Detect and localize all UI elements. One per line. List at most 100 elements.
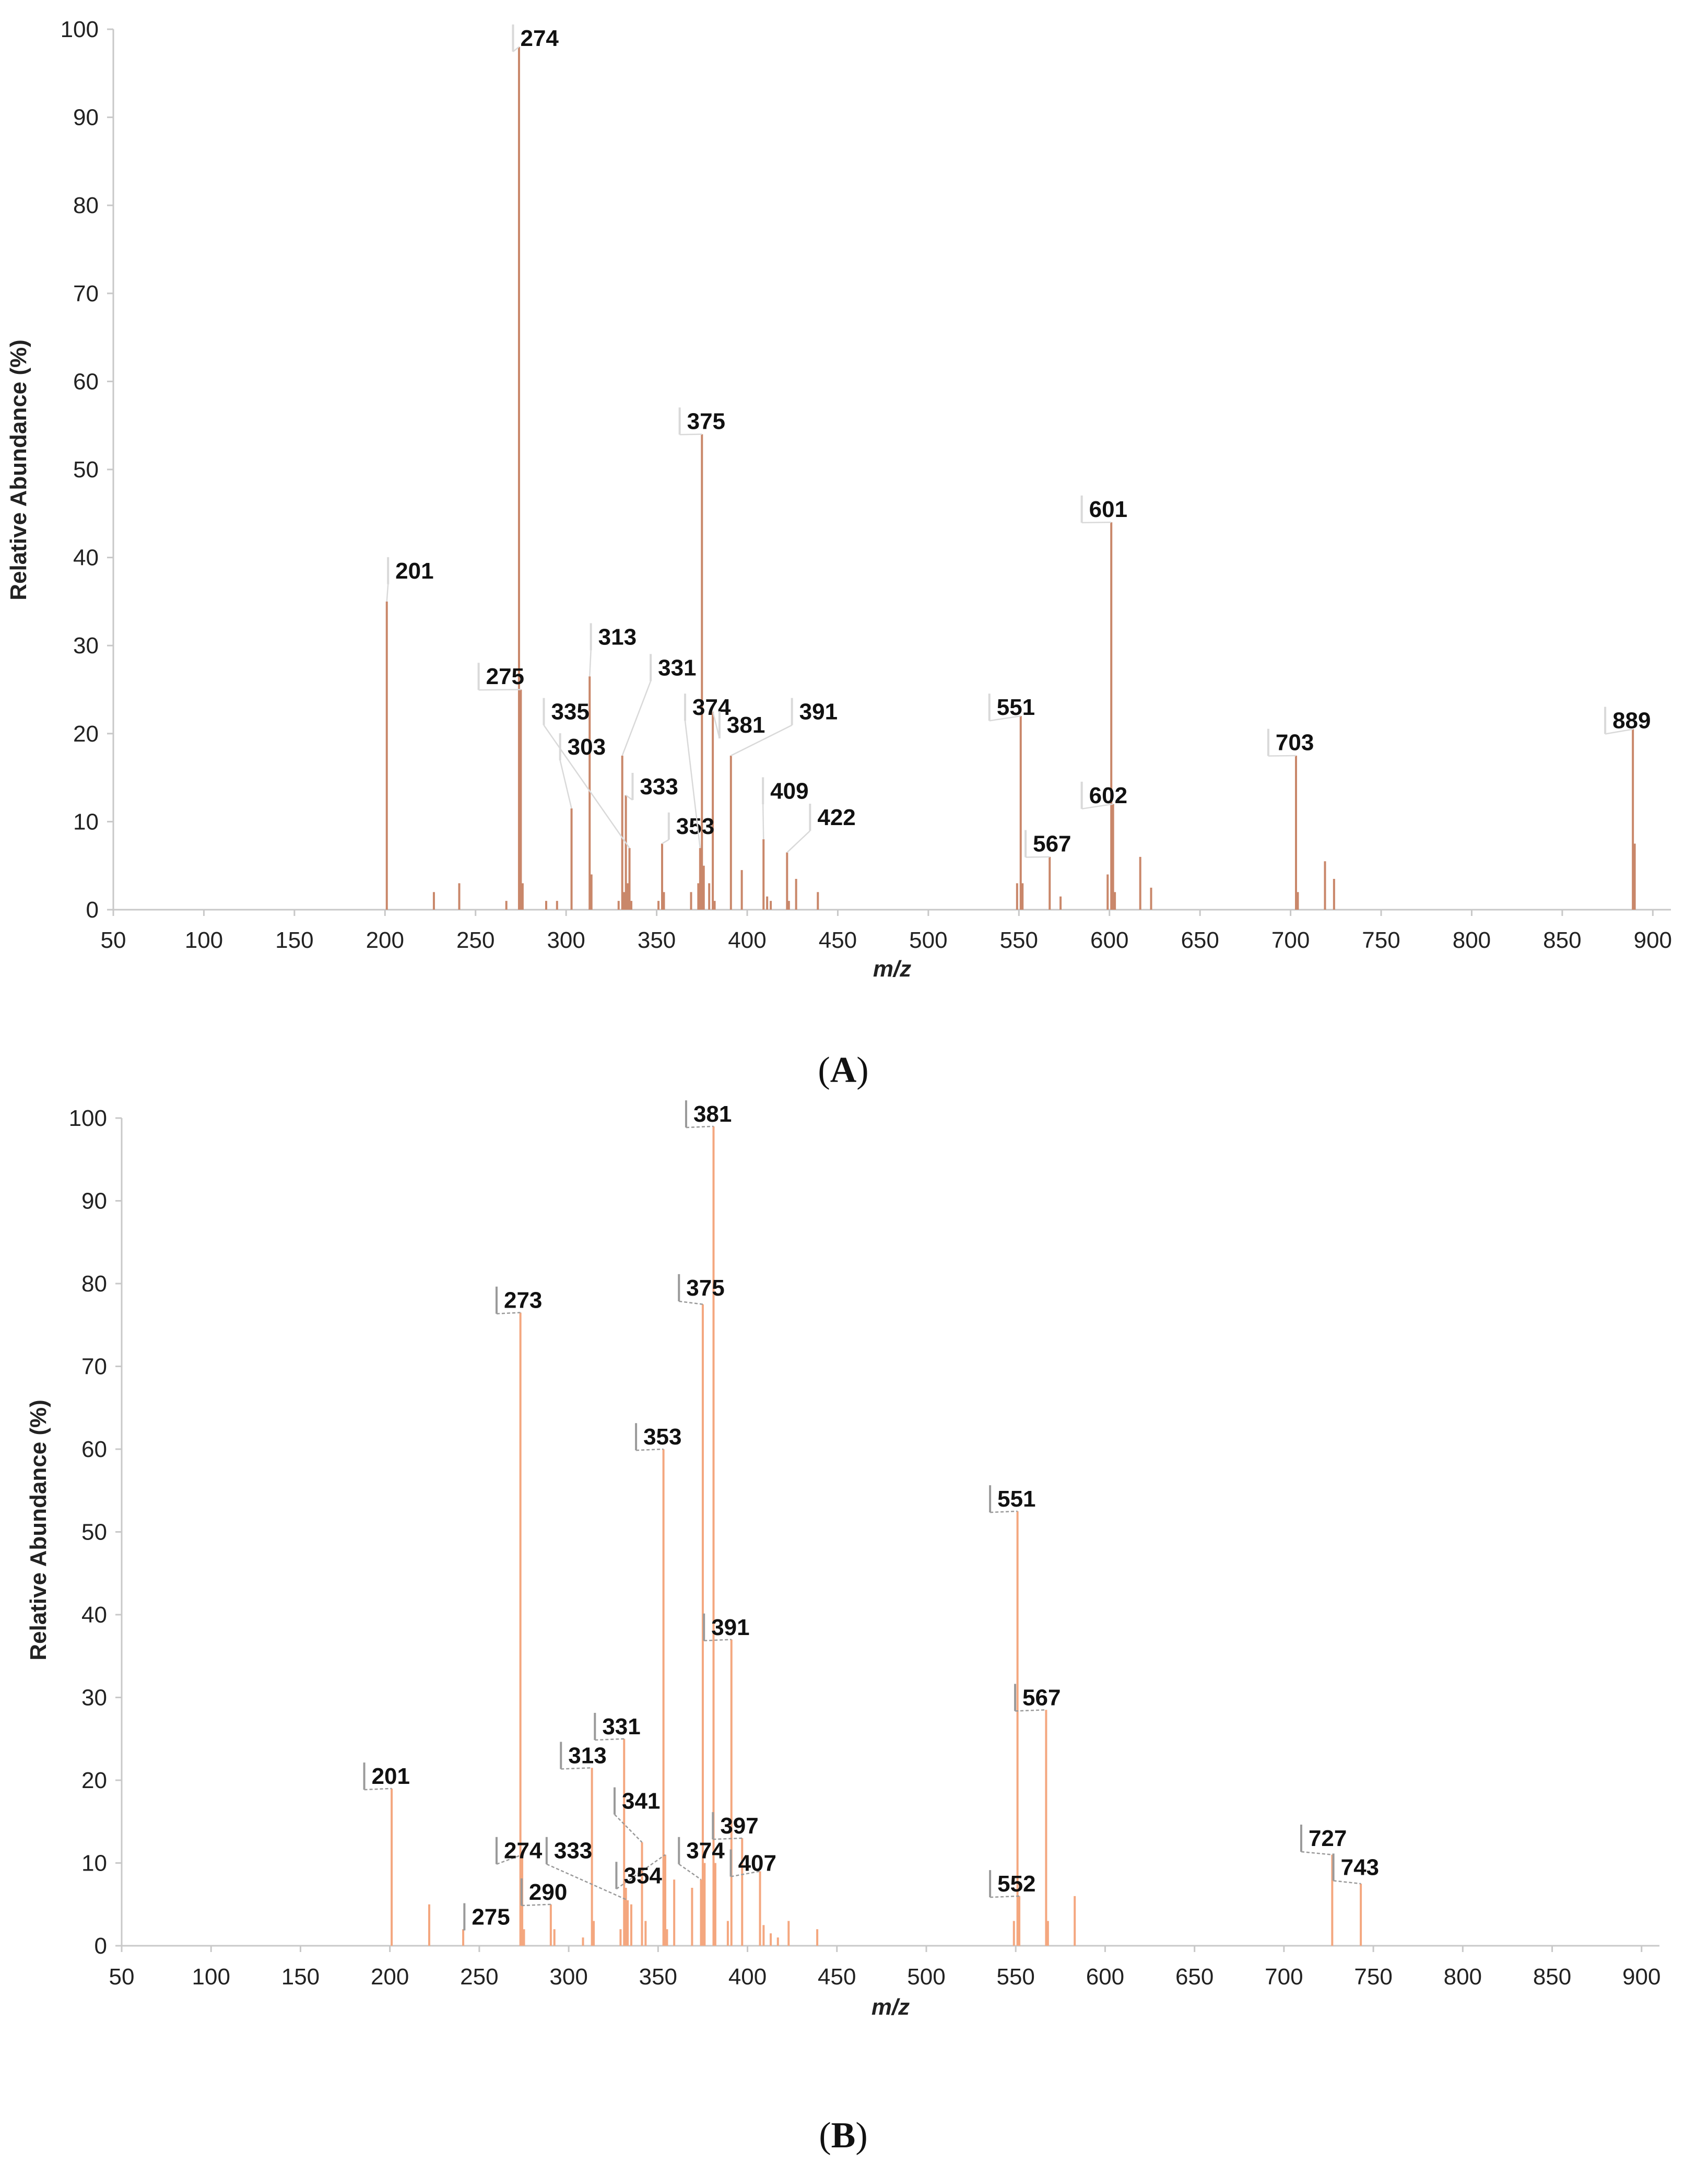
chart-a-x-tick-label: 100 bbox=[185, 927, 223, 953]
chart-a-x-tick-label: 200 bbox=[366, 927, 404, 953]
chart-b-y-axis-title: Relative Abundance (%) bbox=[26, 1400, 51, 1661]
chart-b-label-leader-333 bbox=[546, 1863, 628, 1901]
chart-a-x-tick-label: 850 bbox=[1543, 927, 1581, 953]
chart-a-label-leader-303 bbox=[559, 760, 572, 809]
chart-a-x-tick-label: 550 bbox=[1000, 927, 1038, 953]
chart-a-y-tick-label: 80 bbox=[73, 193, 99, 218]
chart-b-x-tick-label: 400 bbox=[728, 1964, 767, 1990]
chart-b-x-tick-label: 700 bbox=[1265, 1964, 1303, 1990]
chart-a-peak-label-551: 551 bbox=[997, 695, 1035, 720]
chart-b-label-leader-391 bbox=[704, 1639, 732, 1642]
chart-a-peak-label-422: 422 bbox=[817, 805, 855, 830]
chart-b-peak-label-331: 331 bbox=[602, 1714, 640, 1739]
chart-b-peak-label-353: 353 bbox=[643, 1424, 681, 1450]
chart-a-label-leader-601 bbox=[1081, 521, 1112, 524]
chart-a-peak-label-703: 703 bbox=[1276, 730, 1314, 756]
chart-b-peak-label-290: 290 bbox=[529, 1879, 567, 1905]
chart-a-peak-label-567: 567 bbox=[1033, 831, 1071, 857]
chart-b-label-leader-374 bbox=[678, 1863, 702, 1880]
chart-b-peak-label-273: 273 bbox=[504, 1288, 542, 1313]
chart-b-y-tick-label: 100 bbox=[69, 1106, 107, 1131]
panel-label-b: (B) bbox=[819, 2115, 867, 2156]
chart-b-label-leader-275 bbox=[463, 1929, 465, 1931]
chart-a-peak-label-375: 375 bbox=[687, 408, 725, 434]
chart-a-label-leader-353 bbox=[662, 839, 669, 844]
chart-a-label-leader-313 bbox=[588, 650, 592, 677]
chart-b-label-leader-727 bbox=[1301, 1851, 1333, 1855]
chart-a-x-tick-label: 500 bbox=[909, 927, 947, 953]
chart-b-label-leader-354 bbox=[616, 1854, 666, 1890]
chart-b-x-tick-label: 650 bbox=[1175, 1964, 1214, 1990]
chart-a-label-leader-274 bbox=[512, 46, 520, 52]
chart-b-peak-label-354: 354 bbox=[623, 1863, 662, 1888]
chart-b-x-tick-label: 200 bbox=[371, 1964, 409, 1990]
chart-b-peak-label-381: 381 bbox=[693, 1101, 732, 1127]
chart-a-y-tick-label: 10 bbox=[73, 809, 99, 834]
chart-a-y-tick-label: 50 bbox=[73, 457, 99, 483]
chart-a-label-leader-422 bbox=[786, 830, 811, 853]
chart-a-y-tick-label: 20 bbox=[73, 721, 99, 747]
chart-b-peak-label-727: 727 bbox=[1309, 1826, 1347, 1851]
chart-b-label-leader-743 bbox=[1333, 1880, 1361, 1885]
chart-b-label-leader-341 bbox=[614, 1814, 643, 1843]
chart-b-peak-label-333: 333 bbox=[554, 1838, 592, 1864]
chart-a-label-leader-201 bbox=[386, 584, 389, 602]
chart-a-peak-label-333: 333 bbox=[640, 774, 678, 800]
chart-a-peak-label-353: 353 bbox=[676, 814, 714, 839]
chart-a-peak-label-381: 381 bbox=[727, 712, 765, 738]
chart-a-x-tick-label: 600 bbox=[1090, 927, 1128, 953]
panel-label-a: (A) bbox=[818, 1050, 868, 1090]
chart-a-y-tick-label: 60 bbox=[73, 369, 99, 394]
chart-a-y-tick-label: 40 bbox=[73, 545, 99, 571]
chart-b-x-tick-label: 150 bbox=[281, 1964, 320, 1990]
chart-a-spectrum: 0 10 20 30 40 50 60 70 80 90 100 50 100 150 200 250 300 3… bbox=[6, 17, 1672, 982]
chart-a-x-axis-title: m/z bbox=[873, 956, 911, 982]
chart-b-x-tick-label: 450 bbox=[818, 1964, 856, 1990]
chart-a-label-leader-602 bbox=[1081, 803, 1113, 810]
chart-a-x-tick-label: 450 bbox=[819, 927, 857, 953]
chart-b-x-tick-label: 850 bbox=[1533, 1964, 1571, 1990]
chart-b-y-tick-label: 40 bbox=[81, 1602, 107, 1628]
chart-b-peak-label-313: 313 bbox=[568, 1743, 606, 1768]
chart-b-y-tick-label: 20 bbox=[81, 1768, 107, 1793]
chart-b-peak-label-397: 397 bbox=[720, 1813, 758, 1839]
chart-a-x-tick-label: 400 bbox=[728, 927, 766, 953]
chart-a-x-tick-label: 150 bbox=[275, 927, 313, 953]
chart-b-x-tick-label: 350 bbox=[639, 1964, 677, 1990]
chart-a-peak-label-409: 409 bbox=[770, 778, 808, 804]
chart-b-y-tick-label: 10 bbox=[81, 1851, 107, 1876]
chart-a-y-axis-title: Relative Abundance (%) bbox=[6, 339, 31, 601]
chart-a-label-leader-551 bbox=[989, 715, 1021, 722]
chart-a-label-leader-375 bbox=[679, 433, 702, 436]
panel-letter-a: A bbox=[830, 1050, 857, 1090]
chart-a-x-tick-label: 700 bbox=[1271, 927, 1310, 953]
chart-b-peak-label-275: 275 bbox=[472, 1905, 510, 1930]
chart-a-peak-label-391: 391 bbox=[799, 699, 838, 725]
chart-b-peak-label-274: 274 bbox=[504, 1838, 543, 1864]
chart-a-y-tick-label: 0 bbox=[86, 897, 99, 923]
chart-b-x-tick-label: 50 bbox=[109, 1964, 135, 1990]
chart-b-peak-label-552: 552 bbox=[997, 1871, 1035, 1897]
chart-a-x-tick-label: 800 bbox=[1453, 927, 1491, 953]
chart-b-y-tick-label: 60 bbox=[81, 1437, 107, 1462]
chart-b-x-tick-label: 550 bbox=[996, 1964, 1034, 1990]
chart-a-x-tick-label: 350 bbox=[638, 927, 676, 953]
chart-a-peak-label-374: 374 bbox=[692, 695, 731, 720]
chart-a-peak-label-335: 335 bbox=[551, 699, 589, 725]
chart-a-label-leader-889 bbox=[1605, 728, 1633, 735]
chart-a-x-tick-label: 250 bbox=[456, 927, 494, 953]
chart-a-x-tick-label: 50 bbox=[101, 927, 126, 953]
chart-b-peak-label-341: 341 bbox=[622, 1789, 660, 1814]
panel-letter-b: B bbox=[831, 2115, 856, 2156]
chart-a-x-tick-label: 900 bbox=[1634, 927, 1672, 953]
chart-a-peak-label-275: 275 bbox=[486, 664, 524, 689]
chart-b-x-tick-label: 750 bbox=[1354, 1964, 1392, 1990]
chart-b-y-tick-label: 80 bbox=[81, 1271, 107, 1297]
chart-b-spectrum: 0 10 20 30 40 50 60 70 80 90 100 50 100 150 200 250 300 3… bbox=[26, 1100, 1660, 2020]
chart-a-x-tick-label: 750 bbox=[1362, 927, 1400, 953]
chart-b-x-tick-label: 900 bbox=[1622, 1964, 1660, 1990]
chart-a-peak-label-303: 303 bbox=[568, 734, 606, 760]
chart-a-label-leader-391 bbox=[731, 724, 793, 757]
chart-b-y-tick-label: 90 bbox=[81, 1189, 107, 1214]
